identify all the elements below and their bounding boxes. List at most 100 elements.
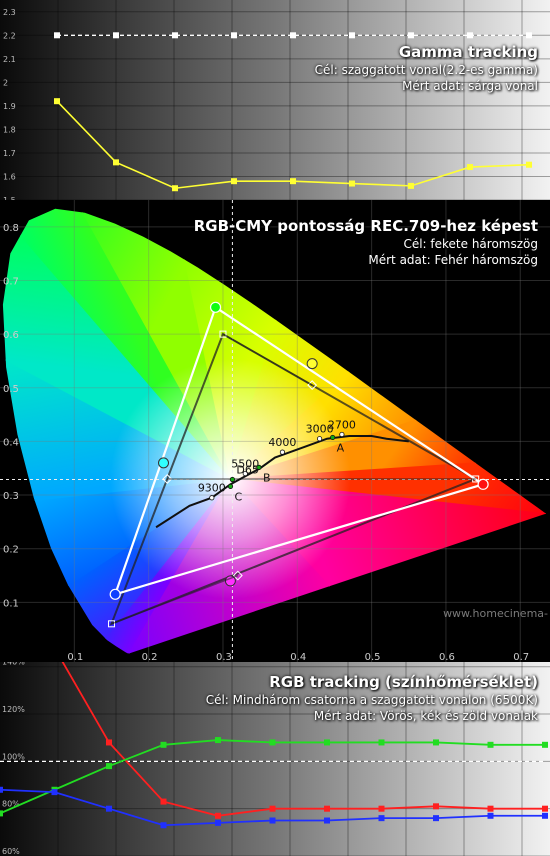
watermark: www.homecinema- bbox=[443, 607, 548, 620]
gamma-measured-point bbox=[231, 178, 237, 185]
gamma-measured-point bbox=[290, 178, 296, 185]
gamma-measured-point bbox=[113, 159, 119, 166]
target-connector bbox=[111, 574, 239, 625]
cie-measured-note: Mért adat: Fehér háromszög bbox=[368, 253, 538, 267]
rgb-point bbox=[160, 798, 167, 805]
gamma-measured-note: Mért adat: sárga vonal bbox=[402, 79, 538, 93]
measured-gamut-triangle bbox=[113, 305, 486, 596]
gamma-target-point bbox=[231, 32, 237, 39]
rgb-chart: 60% 80% 100% 120% 140% bbox=[0, 662, 550, 856]
cct-marker bbox=[209, 495, 215, 501]
cct-marker bbox=[279, 449, 286, 455]
gamma-measured-point bbox=[526, 161, 532, 168]
y-tick-label: 140% bbox=[2, 662, 25, 667]
rgb-point bbox=[215, 737, 221, 744]
rgb-point bbox=[433, 815, 439, 822]
rgb-target-note: Cél: Mindhárom csatorna a szaggatott von… bbox=[205, 693, 538, 707]
cct-label: 4000 bbox=[268, 436, 296, 449]
gamma-measured-point bbox=[172, 185, 178, 192]
cct-marker bbox=[316, 436, 323, 442]
cct-label: 9300 bbox=[198, 482, 226, 495]
rgb-point bbox=[542, 805, 548, 812]
rgb-title: RGB tracking (színhőmérséklet) bbox=[269, 673, 538, 691]
rgb-point bbox=[324, 817, 330, 824]
y-tick-label: 0.4 bbox=[3, 437, 19, 448]
cie-titles: RGB-CMY pontosság REC.709-hez képest Cél… bbox=[194, 216, 538, 268]
cie-horseshoe-fill bbox=[2, 208, 547, 654]
y-tick-label: 0.1 bbox=[3, 598, 19, 609]
gamma-chart: 1.5 1.6 1.7 1.8 1.9 2 2.1 2.2 2.3 bbox=[0, 0, 550, 200]
measured-secondary-point bbox=[306, 358, 318, 370]
y-tick-label: 1.7 bbox=[3, 149, 16, 158]
y-tick-label: 0.8 bbox=[3, 223, 19, 234]
y-tick-label: 100% bbox=[2, 752, 25, 761]
rgb-point bbox=[269, 739, 276, 746]
rgb-point bbox=[0, 810, 3, 817]
gamma-target-point bbox=[290, 32, 296, 39]
x-tick-label: 0.2 bbox=[142, 652, 158, 662]
gamma-target-point bbox=[54, 32, 60, 39]
rgb-point bbox=[106, 739, 112, 746]
y-tick-label: 0.5 bbox=[3, 384, 19, 395]
rgb-point bbox=[378, 815, 385, 822]
rgb-point bbox=[106, 805, 112, 812]
target-secondary-point bbox=[162, 474, 173, 484]
y-tick-label: 2 bbox=[3, 78, 8, 87]
rgb-point bbox=[215, 812, 221, 819]
measured-secondary-point bbox=[158, 457, 170, 469]
gamma-target-point bbox=[349, 32, 355, 39]
gamma-target-point bbox=[408, 32, 414, 39]
rgb-point bbox=[106, 763, 112, 770]
cct-label: 3000 bbox=[306, 423, 334, 436]
gamma-target-point bbox=[467, 32, 473, 39]
x-tick-label: 0.6 bbox=[439, 652, 455, 662]
rgb-point bbox=[487, 805, 494, 812]
rgb-measured-note: Mért adat: Vörös, kék és zöld vonalak bbox=[313, 709, 538, 723]
y-tick-label: 0.7 bbox=[3, 276, 19, 287]
cct-label: B bbox=[263, 471, 271, 484]
y-tick-label: 0.3 bbox=[3, 491, 19, 502]
rgb-point bbox=[160, 822, 167, 829]
rgb-point bbox=[487, 812, 494, 819]
y-tick-label: 2.1 bbox=[3, 55, 16, 64]
cct-label: 2700 bbox=[328, 418, 356, 431]
gamma-target-point bbox=[113, 32, 119, 39]
rgb-point bbox=[433, 739, 439, 746]
y-tick-label: 1.6 bbox=[3, 172, 16, 181]
cct-marker bbox=[256, 464, 262, 470]
rgb-point bbox=[378, 805, 385, 812]
rgb-point bbox=[324, 805, 330, 812]
y-tick-label: 1.8 bbox=[3, 125, 16, 134]
measured-primary-point bbox=[477, 478, 489, 490]
cie-target-note: Cél: fekete háromszög bbox=[403, 237, 538, 251]
gray-ramp-background bbox=[0, 0, 550, 200]
cct-label: C bbox=[234, 490, 242, 503]
y-tick-label: 0.2 bbox=[3, 545, 19, 556]
rgb-point bbox=[51, 789, 58, 796]
cie-title: RGB-CMY pontosság REC.709-hez képest bbox=[193, 217, 538, 235]
y-tick-label: 2.2 bbox=[3, 31, 16, 40]
cct-marker bbox=[339, 431, 345, 438]
y-tick-label: 60% bbox=[2, 847, 20, 856]
rgb-point bbox=[487, 741, 494, 748]
rgb-point bbox=[433, 803, 439, 810]
cct-label: 5500 bbox=[231, 458, 259, 471]
y-tick-label: 0.6 bbox=[3, 330, 19, 341]
measured-primary-point bbox=[209, 301, 222, 313]
gamma-target-point bbox=[526, 32, 532, 39]
rgb-point bbox=[0, 786, 3, 793]
x-tick-label: 0.1 bbox=[67, 652, 83, 662]
cct-marker bbox=[227, 483, 234, 489]
x-tick-label: 0.7 bbox=[513, 652, 529, 662]
cie-gamut-panel: 0.1 0.2 0.3 0.4 0.5 0.6 0.7 0.1 0.2 0.3 0.4 0.5 0.6 0… bbox=[0, 200, 550, 662]
target-secondary-point bbox=[232, 570, 243, 581]
gamma-title: Gamma tracking bbox=[398, 43, 538, 61]
cct-marker bbox=[330, 434, 336, 441]
x-tick-label: 0.3 bbox=[216, 652, 232, 662]
y-tick-label: 80% bbox=[2, 800, 20, 809]
gamma-measured-point bbox=[54, 98, 60, 105]
y-tick-label: 2.3 bbox=[3, 8, 16, 17]
rgb-point bbox=[215, 819, 221, 826]
gamma-measured-point bbox=[349, 180, 355, 187]
x-tick-label: 0.5 bbox=[365, 652, 381, 662]
